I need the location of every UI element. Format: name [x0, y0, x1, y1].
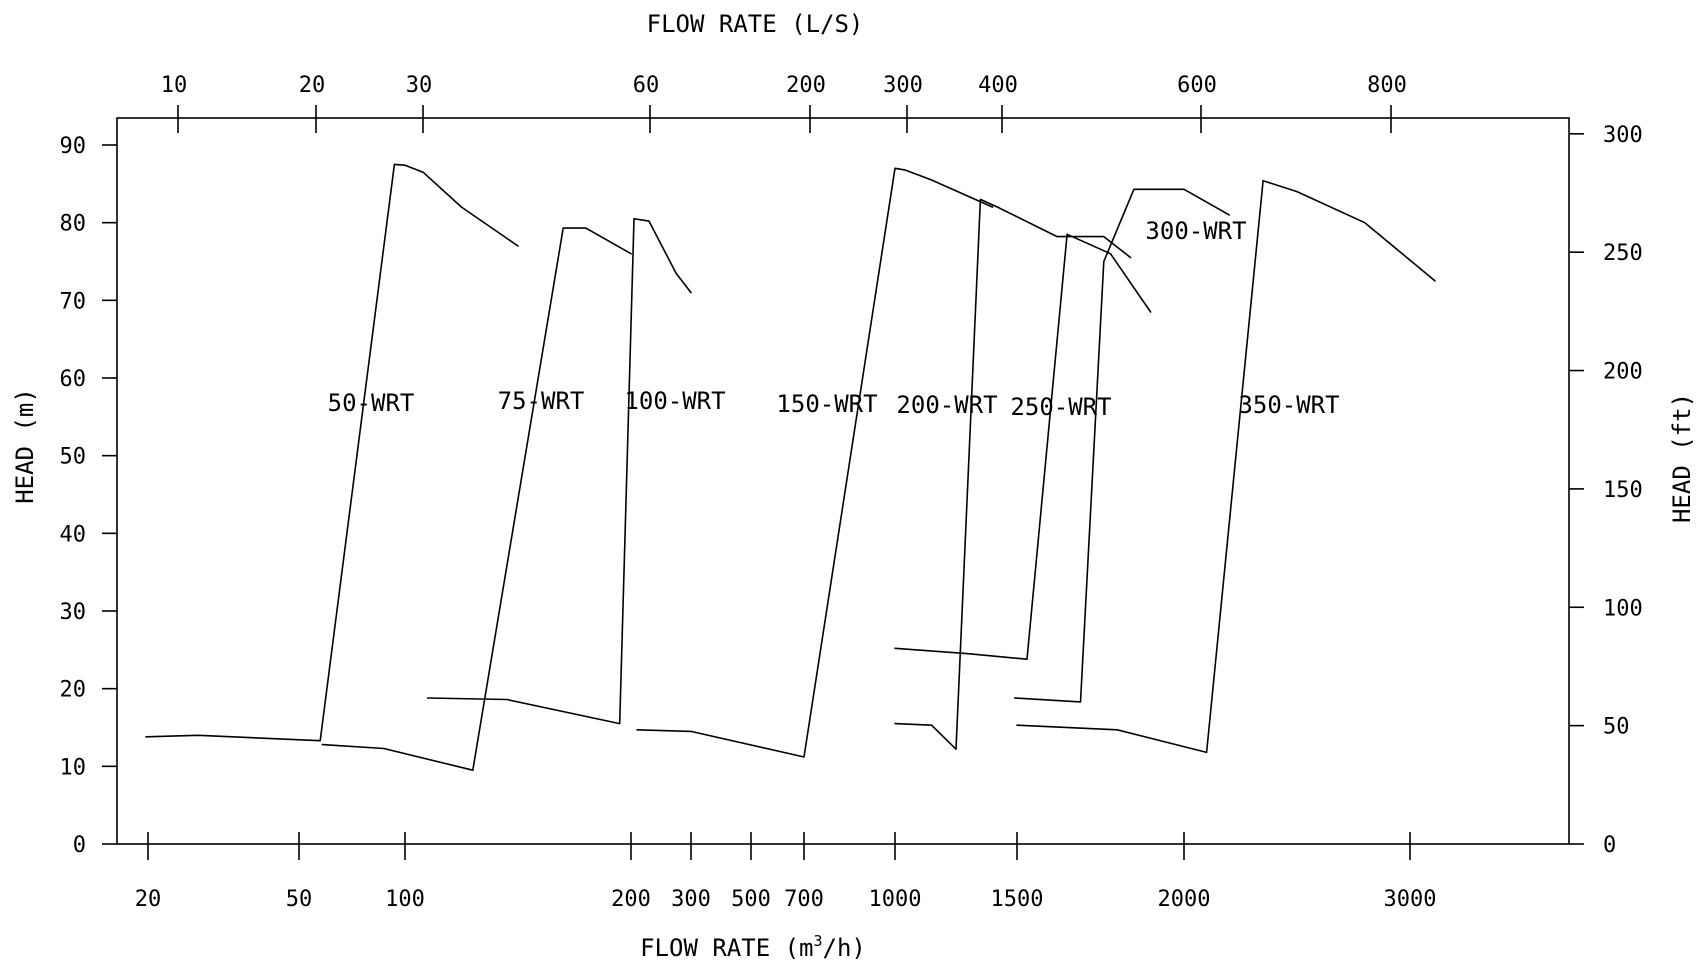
- bottom-axis-title: FLOW RATE (m3/h): [640, 932, 866, 962]
- region-outline-50-wrt: [145, 163, 519, 742]
- bottom-tick-label-50: 50: [286, 887, 313, 912]
- left-axis-ticks: 0 10 20 30 40 50 60 70 80 90: [60, 134, 117, 858]
- left-tick-label-50: 50: [60, 445, 87, 470]
- left-tick-label-90: 90: [60, 134, 87, 159]
- right-axis-ticks: 0 50 100 150 200 250 300: [1569, 123, 1643, 858]
- left-tick-label-60: 60: [60, 367, 87, 392]
- pump-regions: 50-WRT 75-WRT 100-WRT 150-WRT 200-WRT 250-WRT…: [145, 163, 1436, 772]
- top-tick-label-20: 20: [299, 73, 326, 98]
- left-tick-label-70: 70: [60, 289, 87, 314]
- region-label-300-wrt: 300-WRT: [1145, 217, 1246, 245]
- region-outline-100-wrt: [426, 218, 692, 725]
- region-label-100-wrt: 100-WRT: [624, 387, 725, 415]
- bottom-tick-label-500: 500: [731, 887, 771, 912]
- plot-frame: [116, 117, 1570, 845]
- region-outline-75-wrt: [321, 227, 632, 772]
- left-tick-label-0: 0: [73, 833, 86, 858]
- bottom-axis-title-suffix: /h): [823, 934, 866, 962]
- bottom-axis-ticks: 20 50 100 200 300 500 700 1000 1500 2000 3000: [135, 832, 1437, 912]
- left-tick-label-20: 20: [60, 678, 87, 703]
- bottom-axis-title-prefix: FLOW RATE (m: [640, 934, 813, 962]
- plot-area-border: [116, 117, 1570, 845]
- top-tick-label-400: 400: [978, 73, 1018, 98]
- bottom-tick-label-2000: 2000: [1158, 887, 1211, 912]
- region-label-50-wrt: 50-WRT: [328, 389, 415, 417]
- left-tick-label-30: 30: [60, 600, 87, 625]
- right-tick-label-150: 150: [1603, 478, 1643, 503]
- region-label-150-wrt: 150-WRT: [776, 390, 877, 418]
- bottom-tick-label-20: 20: [135, 887, 162, 912]
- top-tick-label-10: 10: [161, 73, 188, 98]
- top-axis-title: FLOW RATE (L/S): [647, 10, 864, 38]
- bottom-tick-label-3000: 3000: [1384, 887, 1437, 912]
- top-tick-label-60: 60: [633, 73, 660, 98]
- top-tick-label-300: 300: [883, 73, 923, 98]
- region-outline-150-wrt: [636, 167, 994, 758]
- region-label-200-wrt: 200-WRT: [896, 391, 997, 419]
- bottom-tick-label-700: 700: [784, 887, 824, 912]
- left-tick-label-40: 40: [60, 522, 87, 547]
- bottom-axis-title-superscript: 3: [814, 932, 823, 950]
- region-outline-200-wrt: [894, 198, 1132, 751]
- bottom-tick-label-1500: 1500: [991, 887, 1044, 912]
- left-axis-title: HEAD (m): [11, 388, 39, 504]
- right-axis-title: HEAD (ft): [1668, 393, 1696, 523]
- top-tick-label-600: 600: [1177, 73, 1217, 98]
- top-axis-ticks: 10 20 30 60 200 300 400 600 800: [161, 73, 1407, 133]
- right-tick-label-50: 50: [1603, 715, 1630, 740]
- bottom-tick-label-300: 300: [671, 887, 711, 912]
- right-tick-label-100: 100: [1603, 596, 1643, 621]
- bottom-tick-label-1000: 1000: [869, 887, 922, 912]
- left-tick-label-10: 10: [60, 755, 87, 780]
- region-outline-300-wrt: [1013, 188, 1230, 703]
- top-tick-label-200: 200: [786, 73, 826, 98]
- region-outline-250-wrt: [894, 233, 1152, 661]
- right-tick-label-300: 300: [1603, 123, 1643, 148]
- region-label-350-wrt: 350-WRT: [1238, 391, 1339, 419]
- top-tick-label-30: 30: [406, 73, 433, 98]
- bottom-tick-label-100: 100: [385, 887, 425, 912]
- left-tick-label-80: 80: [60, 212, 87, 237]
- region-label-75-wrt: 75-WRT: [498, 387, 585, 415]
- right-tick-label-200: 200: [1603, 360, 1643, 385]
- right-tick-label-250: 250: [1603, 241, 1643, 266]
- region-outline-350-wrt: [1016, 179, 1436, 754]
- region-label-250-wrt: 250-WRT: [1010, 393, 1111, 421]
- bottom-tick-label-200: 200: [611, 887, 651, 912]
- right-tick-label-0: 0: [1603, 833, 1616, 858]
- top-tick-label-800: 800: [1367, 73, 1407, 98]
